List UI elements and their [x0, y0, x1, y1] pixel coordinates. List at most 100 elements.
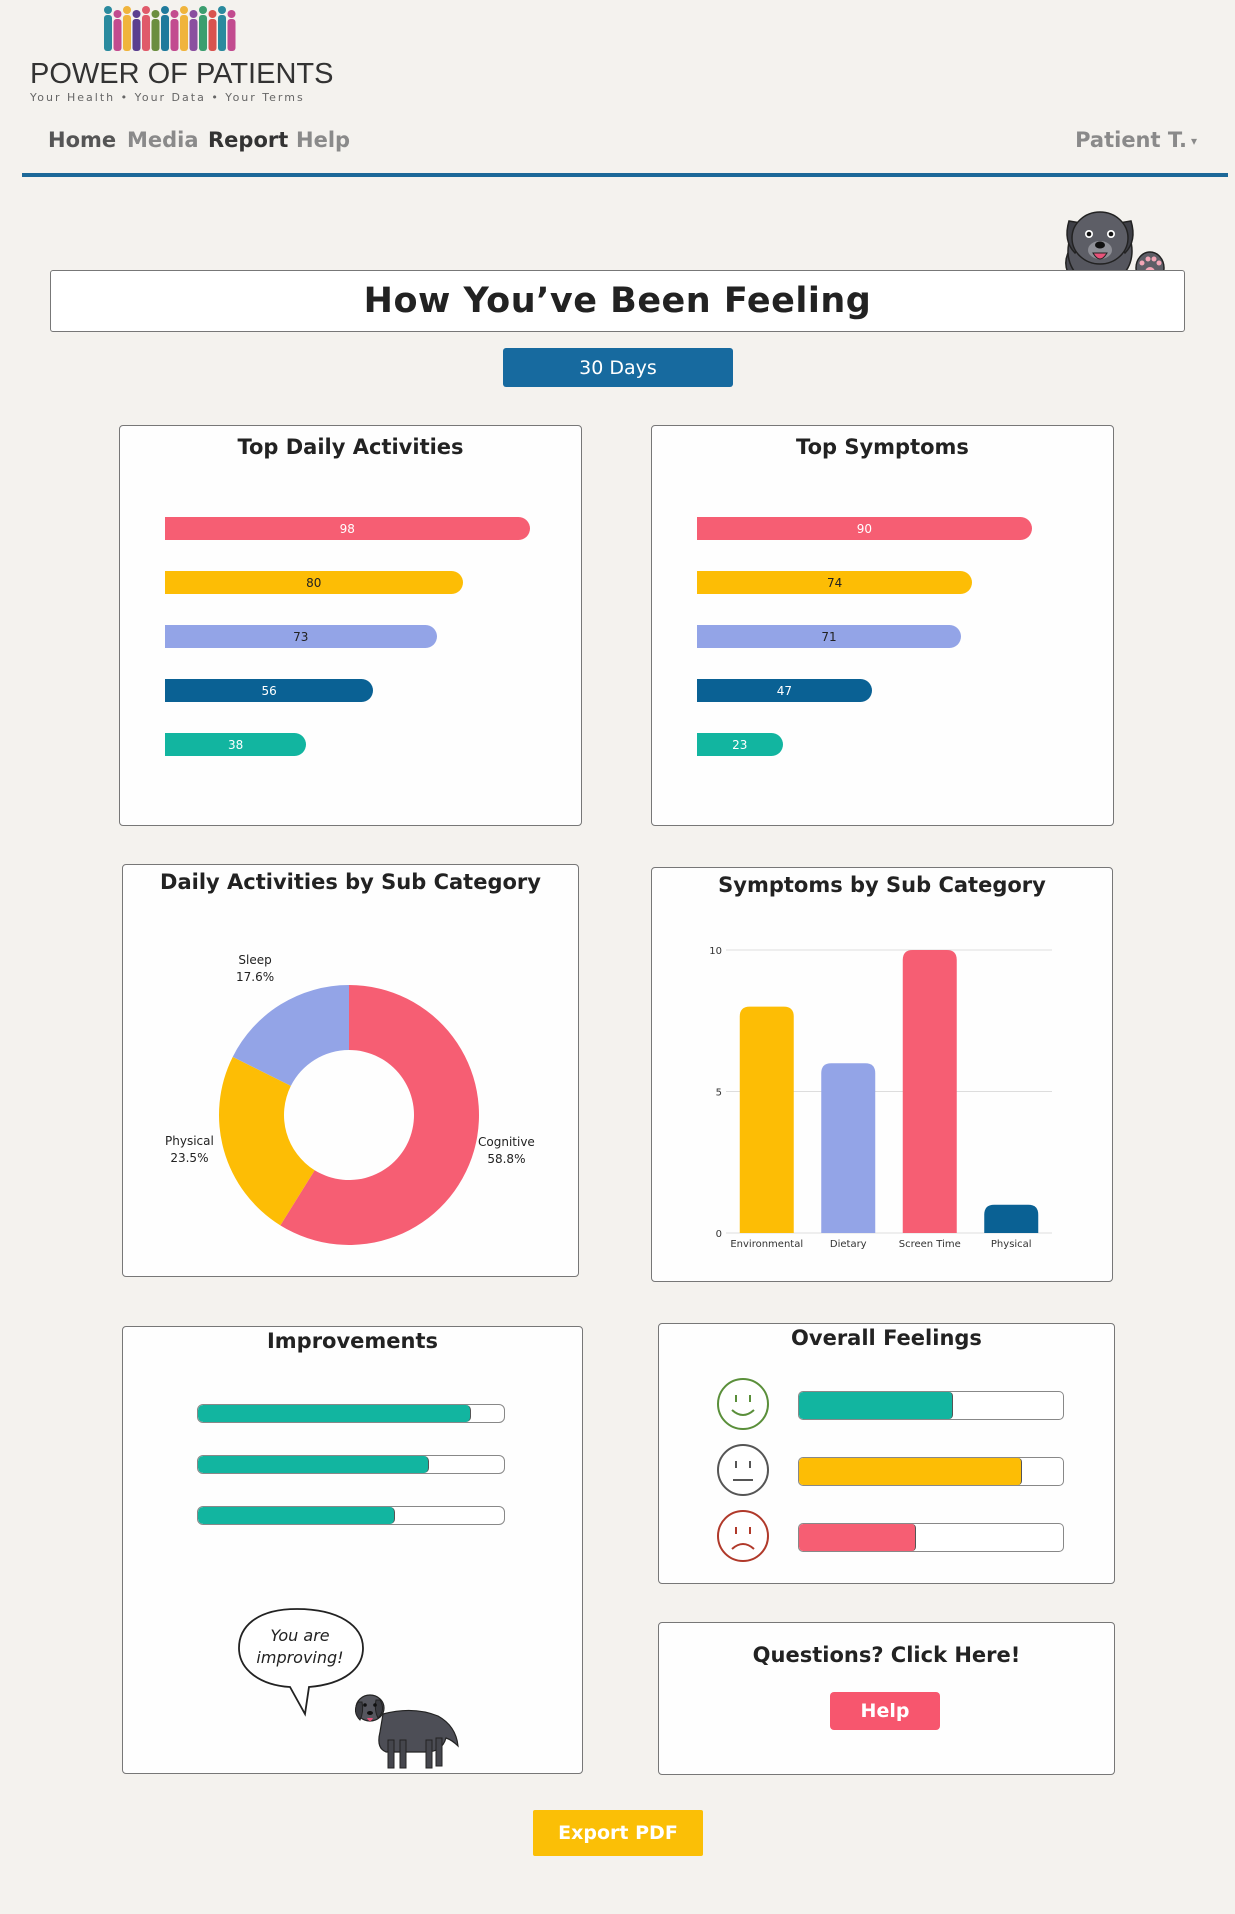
improvements-card: Improvements You are improving!	[122, 1326, 583, 1774]
logo-person-head	[104, 6, 112, 14]
logo-person-body	[208, 19, 217, 51]
progress-fill	[198, 1456, 429, 1473]
overall-feelings-card: Overall Feelings	[658, 1323, 1115, 1584]
speech-text: You are improving!	[256, 1626, 344, 1667]
speech-bubble	[238, 1608, 364, 1717]
bar-item: 98	[165, 517, 530, 540]
logo-person-body	[227, 19, 236, 51]
export-pdf-button[interactable]: Export PDF	[533, 1810, 703, 1856]
top-symptoms-card: Top Symptoms 90 74 71 47 23	[651, 425, 1114, 826]
chevron-down-icon: ▾	[1190, 134, 1197, 148]
card-title: Improvements	[266, 1329, 439, 1353]
logo-person-body	[218, 15, 226, 51]
bar-item: 71	[697, 625, 962, 648]
pie-slice-sleep	[232, 985, 349, 1086]
logo-person-head	[132, 10, 141, 18]
logo-person-body	[151, 19, 160, 51]
logo-person-head	[227, 10, 236, 18]
nav-help[interactable]: Help	[296, 128, 351, 152]
x-tick-label: Screen Time	[899, 1239, 961, 1250]
pie-label-cognitive: Cognitive 58.8%	[478, 1135, 535, 1166]
nav-divider	[22, 173, 1228, 177]
x-tick-label: Environmental	[730, 1239, 803, 1250]
logo-person-body	[180, 15, 188, 51]
daily-by-sub-card: Daily Activities by Sub Category Sleep 17…	[122, 864, 579, 1277]
card-title: Top Daily Activities	[237, 435, 464, 459]
bar-physical	[984, 1204, 1039, 1233]
progress-fill	[799, 1524, 917, 1551]
dog-mascot-icon	[354, 1694, 459, 1769]
progress-fill	[198, 1405, 472, 1422]
bar-item: 23	[697, 733, 783, 756]
nav-media[interactable]: Media	[127, 128, 199, 152]
logo-person-head	[170, 10, 179, 18]
logo-person-body	[104, 15, 112, 51]
logo-person-body	[123, 15, 131, 51]
card-title: Daily Activities by Sub Category	[160, 870, 541, 894]
logo-person-head	[142, 6, 150, 14]
pie-label-sleep: Sleep 17.6%	[236, 953, 275, 984]
donut-chart	[219, 985, 479, 1245]
nav-home[interactable]: Home	[48, 128, 117, 152]
logo-person-head	[151, 10, 160, 18]
card-title: Top Symptoms	[796, 435, 969, 459]
feeling-progress-bar	[798, 1391, 1064, 1420]
x-tick-label: Physical	[991, 1239, 1032, 1250]
bar-item: 56	[165, 679, 374, 702]
help-button[interactable]: Help	[830, 1692, 940, 1730]
logo-person-body	[142, 15, 150, 51]
progress-fill	[799, 1392, 954, 1419]
logo-person-head	[113, 10, 122, 18]
progress-fill	[799, 1458, 1022, 1485]
symptoms-by-sub-card: Symptoms by Sub Category 0 5 10 Environment…	[651, 867, 1113, 1282]
logo-person-body	[189, 19, 198, 51]
logo-person-body	[170, 19, 179, 51]
feeling-progress-bar	[798, 1523, 1064, 1552]
top-daily-activities-card: Top Daily Activities 98 80 73 56 38	[119, 425, 582, 826]
y-tick-label: 0	[716, 1229, 722, 1240]
neutral-face-icon	[717, 1444, 769, 1496]
logo-person-body	[132, 19, 141, 51]
questions-card: Questions? Click Here! Help	[658, 1622, 1115, 1775]
sad-face-icon	[717, 1510, 769, 1562]
logo-title: POWER OF PATIENTS	[30, 58, 334, 90]
logo-person-head	[208, 10, 217, 18]
card-title: Questions? Click Here!	[752, 1643, 1021, 1667]
bar-item: 38	[165, 733, 307, 756]
logo-person-head	[180, 6, 188, 14]
bar-item: 73	[165, 625, 437, 648]
user-menu[interactable]: Patient T. ▾	[1075, 128, 1197, 152]
bar-item: 90	[697, 517, 1032, 540]
happy-face-icon	[717, 1378, 769, 1430]
date-range-button[interactable]: 30 Days	[503, 348, 733, 387]
logo-person-body	[199, 15, 207, 51]
pie-label-physical: Physical 23.5%	[165, 1134, 214, 1165]
improvement-progress-bar	[197, 1404, 505, 1423]
improvement-progress-bar	[197, 1455, 505, 1474]
feeling-progress-bar	[798, 1457, 1064, 1486]
y-tick-label: 10	[709, 946, 722, 957]
bar-screen-time	[902, 950, 957, 1233]
improvement-progress-bar	[197, 1506, 505, 1525]
column-chart: 0 5 10 Environmental Dietary Screen Time Physi…	[709, 946, 1052, 1250]
card-title: Symptoms by Sub Category	[718, 873, 1046, 897]
bar-environmental	[739, 1006, 794, 1233]
progress-fill	[198, 1507, 395, 1524]
bar-item: 74	[697, 571, 973, 594]
logo-people-icon	[104, 6, 236, 51]
logo-tagline: Your Health • Your Data • Your Terms	[30, 91, 305, 104]
logo-person-body	[113, 19, 122, 51]
bar-dietary	[821, 1063, 876, 1233]
bar-item: 80	[165, 571, 463, 594]
logo-person-head	[218, 6, 226, 14]
user-name: Patient T.	[1075, 128, 1187, 152]
logo-person-head	[123, 6, 131, 14]
pie-slice-cognitive	[280, 985, 479, 1245]
card-title: Overall Feelings	[791, 1326, 982, 1350]
x-tick-label: Dietary	[830, 1239, 867, 1250]
y-tick-label: 5	[716, 1088, 722, 1099]
page-title: How You’ve Been Feeling	[50, 270, 1185, 332]
logo-person-head	[199, 6, 207, 14]
logo-person-body	[161, 15, 169, 51]
nav-report[interactable]: Report	[208, 128, 289, 152]
